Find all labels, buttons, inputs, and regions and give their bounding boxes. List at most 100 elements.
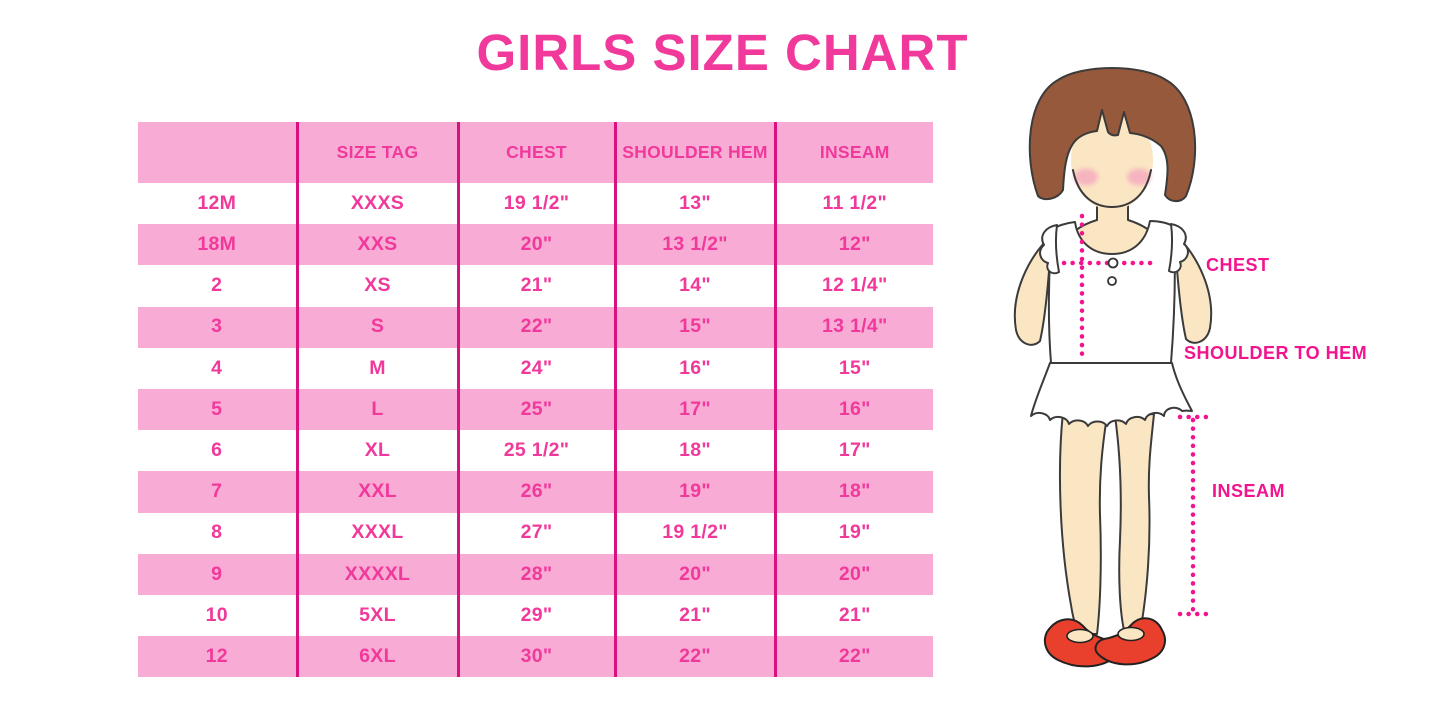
table-cell: XXL [295,471,458,513]
column-header: SHOULDER HEM [613,122,775,183]
table-cell: XL [295,430,458,472]
table-row: 2 XS 21" 14" 12 1/4" [138,265,933,307]
face-shape [1071,110,1153,210]
table-cell: 6 [138,430,297,472]
table-row: 12 6XL 30" 22" 22" [138,636,933,678]
table-cell: 12" [773,224,933,266]
table-cell: 19" [613,471,775,513]
table-cell: 13 1/4" [773,306,933,348]
chest-label: CHEST [1206,255,1270,275]
table-cell: 21" [613,594,775,637]
right-shoulder-ruffle [1168,223,1189,274]
table-cell: 12 1/4" [773,265,933,307]
table-cell: 7 [138,471,297,513]
table-cell: 6XL [295,636,458,678]
table-cell: 3 [138,306,297,348]
left-shoulder-ruffle [1039,224,1060,275]
left-leg [1058,411,1108,635]
table-cell: 18" [613,430,775,472]
table-cell: 2 [138,265,297,307]
table-cell: 17" [613,388,775,431]
header-row: SIZE TAG CHEST SHOULDER HEM INSEAM [138,122,933,183]
table-cell: 5 [138,388,297,431]
jaw-outline [1072,169,1152,209]
table-row: 6 XL 25 1/2" 18" 17" [138,430,933,472]
table-cell: 30" [456,636,615,678]
left-arm [1013,234,1053,346]
table-cell: 21" [456,265,615,307]
table-cell: 20" [773,553,933,595]
table-cell: 25 1/2" [456,430,615,472]
top-button [1107,257,1119,269]
table-cell: 22" [456,306,615,348]
table-cell: 11 1/2" [773,183,933,225]
shoulder-to-hem-label: SHOULDER TO HEM [1184,343,1367,363]
table-cell: 16" [773,388,933,431]
blush-right [1127,168,1151,186]
table-cell: 5XL [295,594,458,637]
table-cell: 19 1/2" [613,512,775,554]
table-cell: 16" [613,347,775,389]
table-cell: 22" [773,636,933,678]
table-cell: 17" [773,430,933,472]
table-cell: 26" [456,471,615,513]
bottom-button [1107,276,1117,286]
table-cell: 20" [613,553,775,595]
table-row: 7 XXL 26" 19" 18" [138,471,933,513]
table-cell: 28" [456,553,615,595]
table-cell: 14" [613,265,775,307]
table-cell: 12M [138,183,297,225]
table-cell: 22" [613,636,775,678]
table-cell: XXXXL [295,553,458,595]
table-cell: XS [295,265,458,307]
table-cell: 18M [138,224,297,266]
table-row: 10 5XL 29" 21" 21" [138,594,933,637]
table-cell: 27" [456,512,615,554]
column-header: CHEST [456,122,615,183]
table-cell: 20" [456,224,615,266]
table-row: 5 L 25" 17" 16" [138,388,933,431]
right-shoe [1094,617,1166,666]
table-cell: 25" [456,388,615,431]
table-cell: XXXL [295,512,458,554]
page-title: GIRLS SIZE CHART [476,24,969,81]
right-leg [1114,413,1155,631]
size-chart-table: SIZE TAG CHEST SHOULDER HEM INSEAM 12M XXXS 1… [138,122,933,678]
left-shoe-opening [1066,628,1094,644]
blush-left [1074,168,1098,186]
table-cell: 10 [138,594,297,637]
inseam-label: INSEAM [1212,481,1285,501]
hair-shape [1028,67,1197,203]
table-cell: 15" [773,347,933,389]
table-cell: 15" [613,306,775,348]
table-cell: 29" [456,594,615,637]
column-header: SIZE TAG [295,122,458,183]
table-row: 12M XXXS 19 1/2" 13" 11 1/2" [138,183,933,225]
table-cell: 13 1/2" [613,224,775,266]
table-cell: 8 [138,512,297,554]
column-header: INSEAM [773,122,933,183]
table-cell: 19 1/2" [456,183,615,225]
table-cell: XXS [295,224,458,266]
table-cell: 18" [773,471,933,513]
right-shoe-opening [1117,626,1145,642]
table-cell: XXXS [295,183,458,225]
table-cell: 9 [138,553,297,595]
table-row: 18M XXS 20" 13 1/2" 12" [138,224,933,266]
table-cell: M [295,347,458,389]
table-cell: L [295,388,458,431]
column-header [138,122,297,183]
table-cell: S [295,306,458,348]
table-row: 8 XXXL 27" 19 1/2" 19" [138,512,933,554]
table-cell: 21" [773,594,933,637]
table-row: 4 M 24" 16" 15" [138,347,933,389]
table-row: 9 XXXXL 28" 20" 20" [138,553,933,595]
skirt [1030,362,1193,427]
table-cell: 19" [773,512,933,554]
table-cell: 13" [613,183,775,225]
table-cell: 4 [138,347,297,389]
table-cell: 24" [456,347,615,389]
table-row: 3 S 22" 15" 13 1/4" [138,306,933,348]
table-cell: 12 [138,636,297,678]
